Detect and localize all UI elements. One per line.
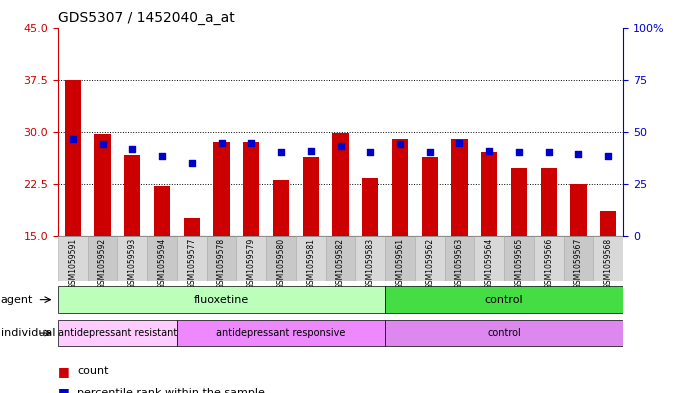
Text: count: count	[77, 366, 108, 376]
Bar	[385, 286, 623, 313]
Bar	[326, 236, 355, 281]
Point	[67, 136, 78, 142]
Point	[187, 160, 197, 166]
Text: GSM1059565: GSM1059565	[514, 238, 524, 289]
Point	[335, 142, 346, 149]
Bar	[475, 236, 504, 281]
Bar	[58, 236, 88, 281]
Bar	[600, 211, 616, 236]
Text: GSM1059564: GSM1059564	[485, 238, 494, 289]
Text: GSM1059583: GSM1059583	[366, 238, 375, 289]
Text: ■: ■	[58, 386, 69, 393]
Bar	[332, 133, 349, 236]
Bar	[415, 236, 445, 281]
Bar	[177, 320, 385, 346]
Text: GSM1059568: GSM1059568	[604, 238, 613, 289]
Text: GSM1059563: GSM1059563	[455, 238, 464, 289]
Bar	[422, 157, 438, 236]
Point	[424, 149, 435, 156]
Bar	[564, 236, 593, 281]
Bar	[243, 142, 259, 236]
Text: GSM1059567: GSM1059567	[574, 238, 583, 289]
Bar	[236, 236, 266, 281]
Bar	[385, 236, 415, 281]
Text: GSM1059591: GSM1059591	[68, 238, 77, 289]
Point	[276, 149, 287, 156]
Bar	[541, 168, 557, 236]
Bar	[177, 236, 206, 281]
Bar	[481, 152, 497, 236]
Text: GSM1059561: GSM1059561	[396, 238, 405, 289]
Point	[216, 140, 227, 147]
Bar	[88, 236, 117, 281]
Point	[454, 140, 465, 147]
Bar	[302, 157, 319, 236]
Bar	[95, 134, 111, 236]
Text: control: control	[487, 328, 521, 338]
Point	[573, 151, 584, 157]
Bar	[206, 236, 236, 281]
Bar	[117, 236, 147, 281]
Bar	[355, 236, 385, 281]
Text: GSM1059581: GSM1059581	[306, 238, 315, 289]
Text: agent: agent	[1, 295, 33, 305]
Point	[305, 148, 316, 154]
Bar	[154, 186, 170, 236]
Text: GSM1059579: GSM1059579	[247, 238, 256, 289]
Bar	[385, 320, 623, 346]
Bar	[511, 168, 527, 236]
Text: GSM1059580: GSM1059580	[276, 238, 285, 289]
Bar	[58, 320, 177, 346]
Text: individual: individual	[1, 328, 55, 338]
Point	[246, 140, 257, 147]
Bar	[452, 139, 468, 236]
Text: GSM1059582: GSM1059582	[336, 238, 345, 289]
Bar	[147, 236, 177, 281]
Point	[97, 141, 108, 147]
Text: percentile rank within the sample: percentile rank within the sample	[77, 388, 265, 393]
Bar	[58, 286, 385, 313]
Text: GSM1059592: GSM1059592	[98, 238, 107, 289]
Text: GDS5307 / 1452040_a_at: GDS5307 / 1452040_a_at	[58, 11, 235, 25]
Bar	[184, 219, 200, 236]
Point	[603, 153, 614, 159]
Point	[513, 149, 524, 156]
Text: GSM1059562: GSM1059562	[425, 238, 434, 289]
Bar	[445, 236, 475, 281]
Bar	[296, 236, 326, 281]
Bar	[534, 236, 564, 281]
Bar	[504, 236, 534, 281]
Point	[394, 141, 405, 147]
Text: GSM1059577: GSM1059577	[187, 238, 196, 289]
Bar	[65, 79, 81, 236]
Text: antidepressant responsive: antidepressant responsive	[217, 328, 346, 338]
Text: GSM1059594: GSM1059594	[157, 238, 167, 289]
Text: GSM1059566: GSM1059566	[544, 238, 553, 289]
Point	[365, 149, 376, 156]
Bar	[570, 184, 586, 236]
Bar	[362, 178, 379, 236]
Bar	[392, 139, 408, 236]
Bar	[213, 142, 229, 236]
Text: control: control	[485, 295, 524, 305]
Bar	[266, 236, 296, 281]
Text: GSM1059593: GSM1059593	[128, 238, 137, 289]
Point	[127, 146, 138, 152]
Text: ■: ■	[58, 365, 69, 378]
Bar	[124, 155, 140, 236]
Bar	[593, 236, 623, 281]
Point	[157, 153, 168, 159]
Point	[543, 149, 554, 156]
Text: GSM1059578: GSM1059578	[217, 238, 226, 289]
Bar	[273, 180, 289, 236]
Text: fluoxetine: fluoxetine	[194, 295, 249, 305]
Point	[484, 148, 494, 154]
Text: antidepressant resistant: antidepressant resistant	[58, 328, 177, 338]
